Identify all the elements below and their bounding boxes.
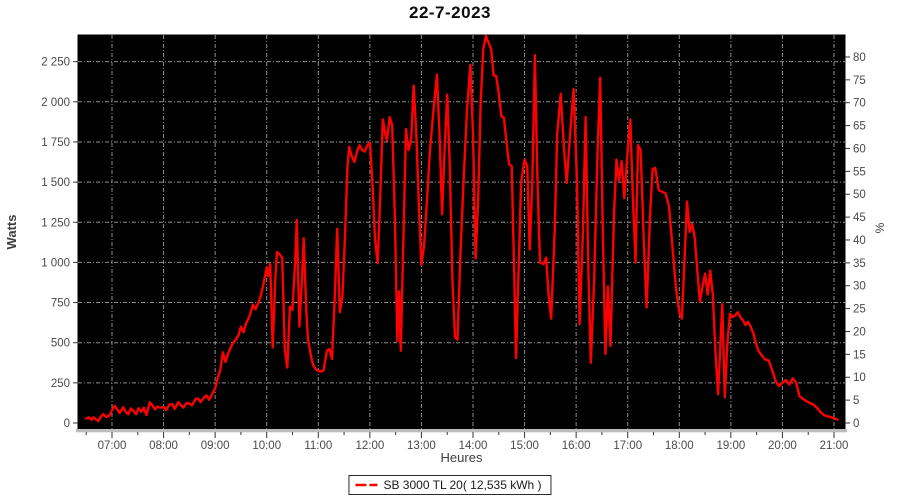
y-axis-left-tick-label: 1 000	[41, 257, 70, 269]
y-axis-right-tick-label: 15	[853, 349, 866, 361]
x-axis-title: Heures	[441, 450, 483, 465]
y-axis-right-tick-label: 50	[853, 189, 866, 201]
x-axis-tick-label: 20:00	[768, 440, 797, 452]
y-axis-right-tick-label: 70	[853, 98, 866, 110]
y-axis-right-tick-label: 45	[853, 212, 866, 224]
x-axis-tick-label: 09:00	[201, 440, 230, 452]
series-line-marker	[355, 483, 380, 487]
x-axis-line	[76, 429, 847, 432]
x-axis-tick-label: 16:00	[562, 440, 591, 452]
y-axis-right-title: %	[873, 222, 887, 233]
y-axis-left-tick-label: 2 000	[41, 97, 70, 109]
y-axis-right-tick-label: 20	[853, 326, 866, 338]
x-axis-tick-label: 07:00	[98, 440, 127, 452]
y-axis-right-tick-label: 55	[853, 166, 866, 178]
y-axis-right-tick-label: 25	[853, 304, 866, 316]
y-axis-right-tick-label: 75	[853, 75, 866, 87]
x-axis-tick-label: 10:00	[252, 440, 281, 452]
y-axis-right-tick-label: 60	[853, 143, 866, 155]
y-axis-right-tick-label: 35	[853, 258, 866, 270]
y-axis-left-tick-label: 2 250	[41, 57, 70, 69]
x-axis-tick-label: 14:00	[459, 440, 488, 452]
x-axis-tick-label: 21:00	[820, 440, 849, 452]
y-axis-left-title: Watts	[4, 215, 19, 250]
y-axis-right-tick-label: 30	[853, 281, 866, 293]
x-axis-tick-label: 15:00	[510, 440, 539, 452]
y-axis-right-tick-label: 80	[853, 52, 866, 64]
x-axis-tick-label: 19:00	[716, 440, 745, 452]
x-axis-tick-label: 08:00	[149, 440, 178, 452]
x-axis-tick-label: 17:00	[613, 440, 642, 452]
y-axis-left-tick-label: 1 750	[41, 137, 70, 149]
power-chart: 07:00 08:00 09:00 10:00 11:00 12:00 13:00 14:00…	[4, 34, 887, 465]
y-axis-right-tick-label: 40	[853, 235, 866, 247]
x-axis-tick-label: 18:00	[665, 440, 694, 452]
y-axis-left-tick-label: 1 500	[41, 177, 70, 189]
y-axis-right-tick-label: 65	[853, 121, 866, 133]
y-axis-right-tick-label: 5	[853, 395, 859, 407]
legend: SB 3000 TL 20( 12,535 kWh )	[348, 475, 552, 495]
y-axis-right-tick-label: 10	[853, 372, 866, 384]
power-curve	[84, 34, 839, 423]
x-axis-tick-label: 13:00	[407, 440, 436, 452]
x-axis-tick-label: 11:00	[304, 440, 332, 452]
y-axis-left-tick-label: 500	[51, 338, 70, 350]
y-axis-left-tick-label: 1 250	[41, 217, 70, 229]
y-axis-left-tick-label: 250	[51, 378, 70, 390]
x-axis-tick-label: 12:00	[355, 440, 384, 452]
legend-label: SB 3000 TL 20( 12,535 kWh )	[383, 478, 542, 492]
y-axis-left-tick-label: 0	[64, 418, 70, 430]
y-axis-right-tick-label: 0	[853, 418, 859, 430]
chart-title: 22-7-2023	[408, 3, 491, 22]
y-axis-left-tick-label: 750	[51, 298, 70, 310]
